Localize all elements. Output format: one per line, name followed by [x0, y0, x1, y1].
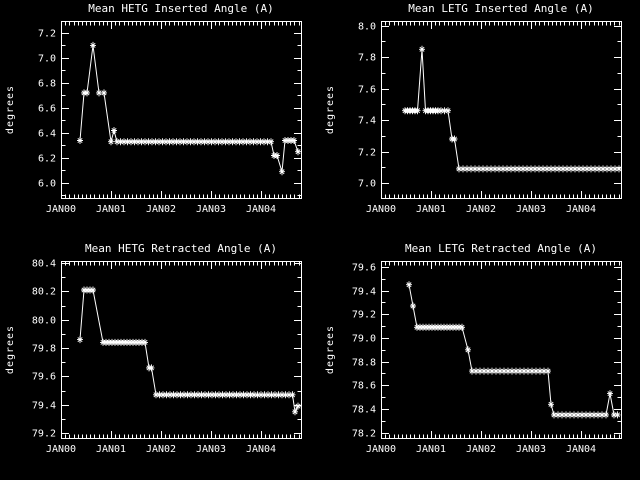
x-tick-label: JAN01	[96, 444, 126, 455]
x-tick-label: JAN01	[416, 204, 446, 215]
y-tick-label: 79.2	[32, 429, 56, 440]
y-tick-label: 7.4	[358, 116, 376, 127]
plot-area-hetg-inserted: JAN00 JAN01 JAN02 JAN03 JAN04 6.0 6.2 6.4 6.6 6.8…	[38, 21, 302, 215]
y-tick-label: 6.2	[38, 154, 56, 165]
x-tick-label: JAN02	[146, 444, 176, 455]
x-tick-label: JAN00	[366, 204, 396, 215]
chart-title: Mean LETG Inserted Angle (A)	[408, 2, 594, 15]
y-tick-label: 78.8	[352, 358, 376, 369]
data-markers	[402, 45, 622, 173]
plot-border	[61, 261, 302, 439]
y-tick-label: 80.2	[32, 287, 56, 298]
data-line	[408, 284, 618, 416]
y-tick-label: 8.0	[358, 22, 376, 33]
x-tick-label: JAN00	[46, 204, 76, 215]
plot-border	[61, 21, 302, 199]
chart-title: Mean LETG Retracted Angle (A)	[404, 242, 598, 255]
plot-border	[381, 21, 622, 199]
chart-title: Mean HETG Inserted Angle (A)	[88, 2, 274, 15]
axes	[61, 261, 302, 439]
y-tick-label: 6.4	[38, 129, 56, 140]
y-tick-label: 79.4	[352, 287, 376, 298]
y-tick-label: 7.8	[358, 53, 376, 64]
y-tick-label: 7.0	[358, 179, 376, 190]
x-tick-label: JAN04	[566, 204, 596, 215]
x-tick-label: JAN01	[416, 444, 446, 455]
y-tick-label: 79.2	[352, 310, 376, 321]
y-tick-label: 79.4	[32, 401, 56, 412]
panel-mean-hetg-inserted-angle: Mean HETG Inserted Angle (A) degrees JAN…	[0, 0, 320, 240]
x-tick-label: JAN04	[246, 204, 276, 215]
x-tick-label: JAN01	[96, 204, 126, 215]
x-tick-label: JAN02	[466, 204, 496, 215]
y-tick-label: 7.2	[38, 29, 56, 40]
y-tick-label: 79.6	[32, 372, 56, 383]
y-tick-label: 7.6	[358, 85, 376, 96]
plot-area-letg-inserted: JAN00 JAN01 JAN02 JAN03 JAN04 7.0 7.2 7.4 7.6 7.8…	[358, 21, 622, 215]
y-tick-label: 6.6	[38, 104, 56, 115]
axes	[381, 21, 622, 199]
x-tick-label: JAN03	[516, 444, 546, 455]
panel-mean-hetg-retracted-angle: Mean HETG Retracted Angle (A) degrees JA…	[0, 240, 320, 480]
y-tick-label: 79.8	[32, 344, 56, 355]
panel-mean-letg-retracted-angle: Mean LETG Retracted Angle (A) degrees JA…	[320, 240, 640, 480]
x-tick-label: JAN02	[466, 444, 496, 455]
data-markers	[77, 41, 301, 176]
y-tick-label: 80.4	[32, 259, 56, 270]
x-tick-label: JAN03	[196, 204, 226, 215]
data-line	[79, 45, 299, 172]
axes	[381, 261, 622, 439]
y-tick-label: 79.0	[352, 334, 376, 345]
x-tick-label: JAN00	[46, 444, 76, 455]
panel-mean-letg-inserted-angle: Mean LETG Inserted Angle (A) degrees JAN…	[320, 0, 640, 240]
x-tick-label: JAN00	[366, 444, 396, 455]
x-tick-label: JAN03	[516, 204, 546, 215]
y-tick-label: 79.6	[352, 263, 376, 274]
x-tick-label: JAN04	[246, 444, 276, 455]
plot-area-hetg-retracted: JAN00 JAN01 JAN02 JAN03 JAN04 79.2 79.4 79.6 79.…	[32, 259, 302, 455]
x-tick-label: JAN02	[146, 204, 176, 215]
plot-border	[381, 261, 622, 439]
axes	[61, 21, 302, 199]
chart-title: Mean HETG Retracted Angle (A)	[84, 242, 278, 255]
data-markers	[406, 281, 621, 419]
y-tick-label: 78.6	[352, 381, 376, 392]
data-markers	[77, 286, 301, 416]
y-tick-label: 7.2	[358, 148, 376, 159]
x-tick-label: JAN03	[196, 444, 226, 455]
x-tick-label: JAN04	[566, 444, 596, 455]
y-tick-label: 7.0	[38, 54, 56, 65]
y-tick-label: 6.0	[38, 179, 56, 190]
y-tick-label: 78.2	[352, 429, 376, 440]
y-tick-label: 6.8	[38, 79, 56, 90]
y-tick-label: 78.4	[352, 405, 376, 416]
plot-area-letg-retracted: JAN00 JAN01 JAN02 JAN03 JAN04 78.2 78.4 78.6 78.…	[352, 261, 622, 455]
y-tick-label: 80.0	[32, 316, 56, 327]
